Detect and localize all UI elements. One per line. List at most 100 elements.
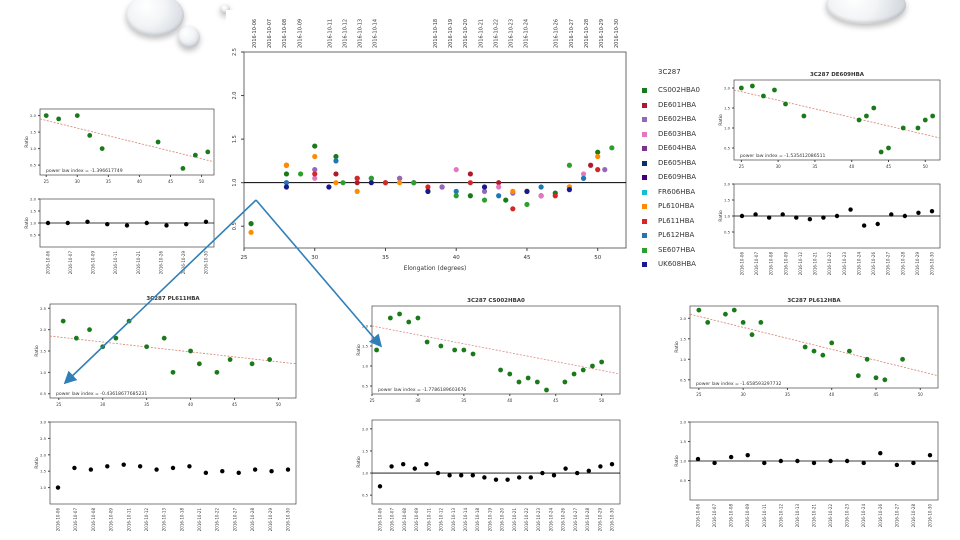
date-tick-label: 2016-10-12 [439, 508, 444, 532]
x-tick-label: 25 [739, 164, 745, 169]
y-tick-label: 1.5 [680, 439, 687, 444]
ratio-point [65, 220, 70, 226]
bottom-middle-fit-panel: 3C287 CS002HBA0 Ratio 0.5 1.0 1.5 2.0 25 30 35 40… [354, 294, 626, 406]
ratio-point [780, 212, 785, 217]
main-elongation-chart: 0.5 1.0 1.5 2.0 2.5 25 30 35 40 45 50 Elongation (d… [232, 19, 627, 272]
bottom-right-fit-panel: 3C287 PL612HBA Ratio 0.5 1.0 1.5 2.0 25 30 35 40 4… [672, 294, 944, 400]
x-tick-label: 50 [276, 402, 282, 407]
x-tick-label: 25 [56, 402, 62, 407]
ratio-point [875, 221, 880, 227]
x-tick-label: 35 [144, 402, 150, 407]
date-tick-label: 2016-10-22 [828, 504, 833, 528]
ratio-point [811, 460, 817, 466]
top-left-fit-panel: Ratio 0.5 1.0 1.5 2.0 25 30 35 40 45 50 power law i… [22, 103, 220, 187]
y-tick-label: 1.0 [40, 485, 47, 490]
data-point [534, 379, 540, 385]
data-point [467, 171, 473, 177]
data-point [882, 377, 888, 383]
y-tick-label: 1.5 [724, 106, 731, 111]
x-tick-label: 30 [100, 402, 106, 407]
y-tick-label: 1.5 [40, 349, 47, 354]
y-tick-label: 1.0 [362, 364, 369, 369]
x-tick-label: 35 [812, 164, 818, 169]
data-point [453, 188, 459, 194]
date-tick-label: 2016-10-27 [232, 508, 237, 532]
date-tick-label: 2016-10-13 [795, 504, 800, 528]
y-tick-label: 2.5 [40, 436, 47, 441]
data-point [283, 162, 290, 168]
legend-label: CS002HBA0 [658, 86, 700, 94]
date-tick-label: 2016-10-07 [68, 251, 73, 275]
data-point [731, 307, 737, 313]
top-date-label: 2016-10-26 [554, 19, 560, 48]
data-point [510, 206, 516, 212]
bottom-right-ratio-chart: Ratio 0.5 1.0 1.5 2.0 2016-10-06 2016-10-07 201… [674, 420, 939, 528]
date-tick-label: 2016-10-22 [524, 508, 529, 532]
top-date-label: 2016-10-24 [524, 19, 530, 48]
x-tick-label: 30 [311, 255, 318, 261]
data-point [74, 113, 80, 118]
ratio-point [105, 464, 110, 469]
data-point [758, 320, 764, 325]
data-point [481, 184, 488, 190]
data-point [580, 367, 586, 373]
data-point [772, 87, 777, 93]
data-point [452, 347, 458, 353]
ratio-point [795, 458, 800, 464]
data-point [855, 373, 861, 379]
date-tick-label: 2016-10-28 [250, 508, 255, 532]
date-tick-label: 2016-10-21 [512, 508, 517, 532]
ratio-point [844, 458, 850, 464]
date-tick-label: 2016-10-11 [126, 508, 131, 532]
top-date-label: 2016-10-22 [493, 19, 499, 48]
x-tick-label: 40 [849, 164, 855, 169]
data-point [738, 85, 744, 91]
data-point [453, 167, 459, 173]
date-tick-label: 2016-10-23 [536, 508, 541, 532]
legend-title: 3C287 [658, 68, 681, 80]
y-axis-label: Ratio [674, 341, 680, 353]
data-point [227, 357, 233, 362]
data-point [387, 315, 393, 321]
data-point [368, 175, 374, 181]
data-point [467, 180, 473, 186]
data-point [340, 180, 346, 186]
legend-label: UK608HBA [658, 260, 696, 268]
arrow-to-pl611 [63, 199, 257, 385]
legend-label: SE607HBA [658, 245, 696, 254]
y-tick-label: 2.5 [232, 48, 238, 56]
y-tick-label: 1.0 [724, 214, 731, 219]
x-tick-label: 45 [232, 402, 238, 407]
date-tick-label: 2016-10-08 [769, 252, 774, 276]
bottom-left-fit-chart: 3C287 PL611HBA Ratio 0.5 1.0 1.5 2.0 2.5 25 30 35… [34, 296, 297, 407]
legend-label: PL610HBA [658, 202, 695, 210]
ratio-point [586, 468, 591, 474]
data-point [749, 332, 755, 338]
y-tick-label: 2.0 [232, 92, 238, 100]
ratio-point [412, 466, 417, 471]
data-point [562, 379, 568, 385]
data-point [170, 369, 176, 375]
date-tick-label: 2016-10-30 [610, 508, 615, 532]
legend-swatch [642, 160, 647, 166]
y-tick-label: 3.0 [40, 420, 47, 425]
ratio-point [739, 213, 745, 219]
date-tick-label: 2016-10-29 [597, 508, 602, 532]
ratio-point [517, 475, 522, 480]
date-tick-label: 2016-10-06 [46, 251, 51, 275]
date-tick-label: 2016-10-14 [463, 508, 468, 532]
data-point [411, 180, 417, 186]
data-point [538, 193, 544, 199]
legend-swatch [642, 102, 647, 108]
data-point [590, 363, 595, 369]
date-tick-label: 2016-10-21 [812, 504, 817, 528]
date-tick-label: 2016-10-07 [73, 508, 78, 532]
ratio-point [447, 473, 452, 478]
ratio-point [203, 219, 209, 224]
y-axis-label: Ratio [24, 136, 30, 148]
date-tick-label: 2016-10-28 [911, 504, 916, 528]
chart-title: 3C287 PL611HBA [146, 296, 200, 302]
date-tick-label: 2016-10-24 [548, 508, 553, 532]
legend-label: DE602HBA [658, 115, 697, 123]
